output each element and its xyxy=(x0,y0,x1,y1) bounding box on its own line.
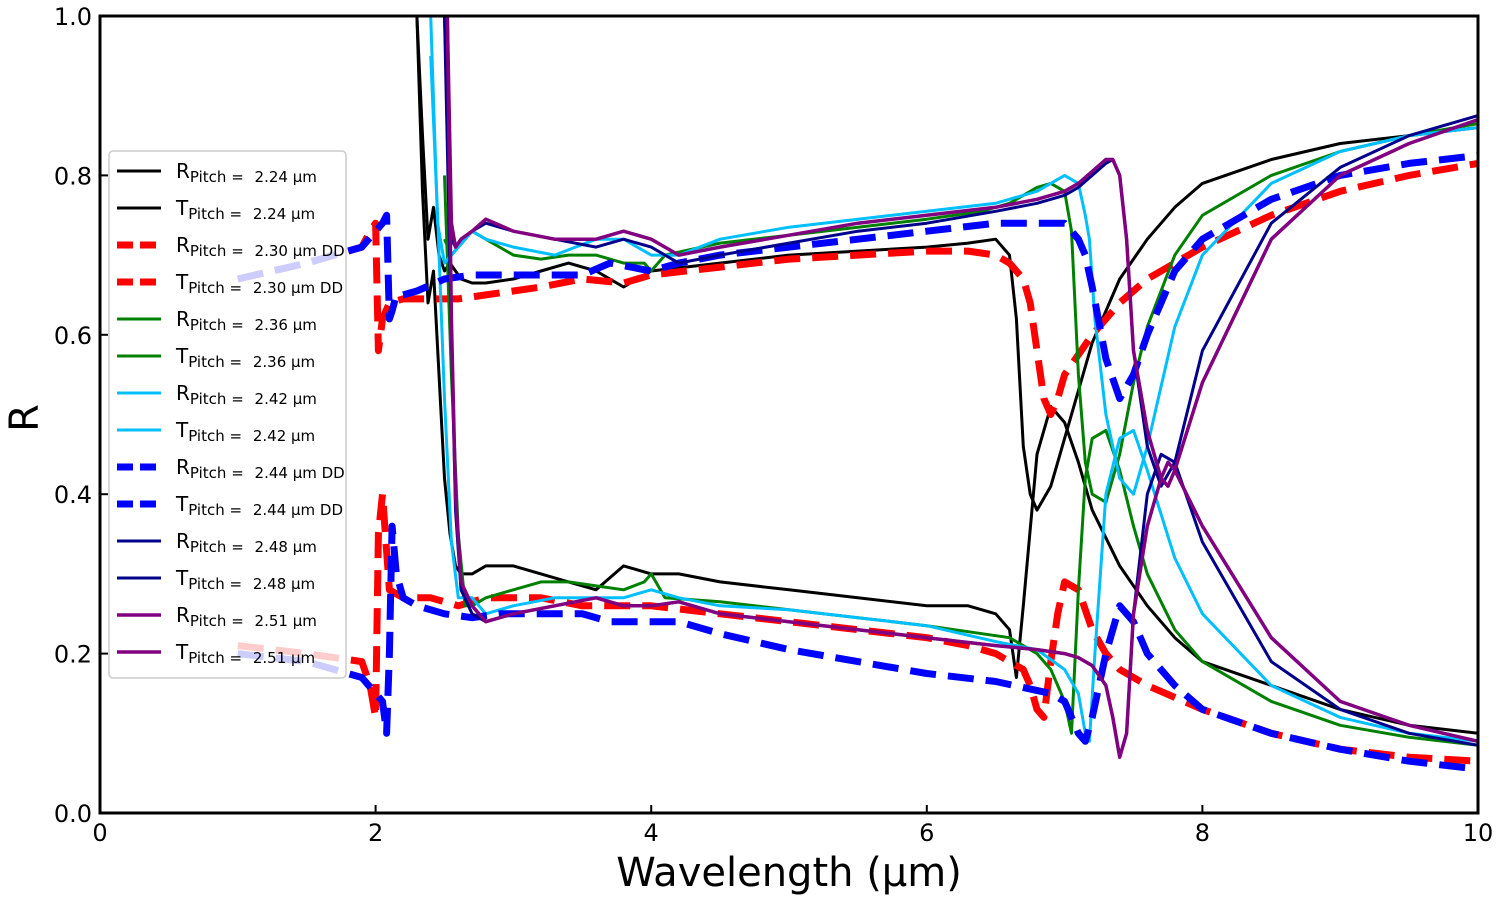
legend-letter: T xyxy=(175,566,189,590)
series-line-t-11 xyxy=(443,16,1478,488)
x-tick-label: 0 xyxy=(92,819,107,847)
y-axis-title: R xyxy=(2,404,48,432)
legend-entry-label: TPitch = 2.30 μm DD xyxy=(175,270,343,297)
legend-subscript: Pitch = xyxy=(188,205,247,223)
y-tick-label: 1.0 xyxy=(54,3,92,31)
legend-subscript: Pitch = xyxy=(188,649,247,667)
legend-value: 2.24 μm xyxy=(253,205,315,223)
legend-value: 2.51 μm xyxy=(253,649,315,667)
x-tick-label: 6 xyxy=(919,819,934,847)
legend-letter: R xyxy=(176,603,190,627)
legend-subscript: Pitch = xyxy=(188,427,247,445)
ticks-layer: 0 2 4 6 8 10 0.0 0.2 0.4 0.6 0.8 1.0 xyxy=(54,3,1493,847)
series-line-r-12 xyxy=(445,16,1478,759)
legend-subscript: Pitch = xyxy=(190,390,249,408)
legend-letter: T xyxy=(175,344,189,368)
legend-letter: T xyxy=(175,196,189,220)
y-tick-label: 0.6 xyxy=(54,322,92,350)
legend-entry-label: RPitch = 2.30 μm DD xyxy=(176,233,345,260)
x-tick-label: 8 xyxy=(1195,819,1210,847)
plot-frame xyxy=(98,14,1480,815)
series-line-r-4 xyxy=(443,175,1478,747)
legend-value: 2.48 μm xyxy=(255,538,317,556)
legend-value: 2.48 μm xyxy=(253,575,315,593)
x-tick-label: 10 xyxy=(1463,819,1494,847)
legend-entry-label: TPitch = 2.24 μm xyxy=(175,196,315,223)
legend-subscript: Pitch = xyxy=(188,279,247,297)
y-tick-label: 0.4 xyxy=(54,481,92,509)
legend-subscript: Pitch = xyxy=(190,242,249,260)
legend-entry-label: RPitch = 2.24 μm xyxy=(176,159,317,186)
legend-letter: R xyxy=(176,307,190,331)
legend-entry-label: RPitch = 2.36 μm xyxy=(176,307,317,334)
legend-entry-label: TPitch = 2.36 μm xyxy=(175,344,315,371)
legend-letter: R xyxy=(176,233,190,257)
legend-subscript: Pitch = xyxy=(190,464,249,482)
legend-value: 2.44 μm DD xyxy=(255,464,345,482)
y-tick-label: 0.2 xyxy=(54,641,92,669)
series-line-r-8 xyxy=(237,522,1478,773)
legend-value: 2.44 μm DD xyxy=(253,501,343,519)
legend-letter: T xyxy=(175,492,189,516)
legend-subscript: Pitch = xyxy=(190,316,249,334)
legend-value: 2.30 μm DD xyxy=(255,242,345,260)
legend-entry-label: RPitch = 2.51 μm xyxy=(176,603,317,630)
legend-value: 2.30 μm DD xyxy=(253,279,343,297)
legend-letter: T xyxy=(175,418,189,442)
legend-letter: R xyxy=(176,381,190,405)
legend-entry-label: TPitch = 2.44 μm DD xyxy=(175,492,343,519)
legend-letter: R xyxy=(176,529,190,553)
legend-value: 2.51 μm xyxy=(255,612,317,630)
series-line-r-6 xyxy=(429,55,1478,743)
legend-subscript: Pitch = xyxy=(188,501,247,519)
legend-subscript: Pitch = xyxy=(190,168,249,186)
legend-entry-label: TPitch = 2.51 μm xyxy=(175,640,315,667)
series-line-t-13 xyxy=(445,16,1478,488)
series-line-t-7 xyxy=(429,16,1478,496)
legend-value: 2.42 μm xyxy=(253,427,315,445)
legend-value: 2.24 μm xyxy=(255,168,317,186)
legend-subscript: Pitch = xyxy=(190,538,249,556)
legend-value: 2.42 μm xyxy=(255,390,317,408)
legend-value: 2.36 μm xyxy=(255,316,317,334)
series-layer xyxy=(237,16,1478,773)
legend-value: 2.36 μm xyxy=(253,353,315,371)
legend-entry-label: RPitch = 2.48 μm xyxy=(176,529,317,556)
legend-entry-label: TPitch = 2.42 μm xyxy=(175,418,315,445)
legend-subscript: Pitch = xyxy=(188,353,247,371)
legend-subscript: Pitch = xyxy=(190,612,249,630)
series-line-t-3 xyxy=(237,159,1478,418)
x-tick-label: 2 xyxy=(368,819,383,847)
legend-entry-label: TPitch = 2.48 μm xyxy=(175,566,315,593)
y-tick-label: 0.0 xyxy=(54,800,92,828)
legend-subscript: Pitch = xyxy=(188,575,247,593)
legend-entry-label: RPitch = 2.42 μm xyxy=(176,381,317,408)
legend-letter: R xyxy=(176,159,190,183)
legend-frame xyxy=(108,150,347,679)
x-axis-title: Wavelength (μm) xyxy=(616,850,962,896)
y-tick-label: 0.8 xyxy=(54,162,92,190)
legend-letter: T xyxy=(175,640,189,664)
x-tick-label: 4 xyxy=(644,819,659,847)
legend-letter: R xyxy=(176,455,190,479)
legend-letter: T xyxy=(175,270,189,294)
legend-entry-label: RPitch = 2.44 μm DD xyxy=(176,455,345,482)
